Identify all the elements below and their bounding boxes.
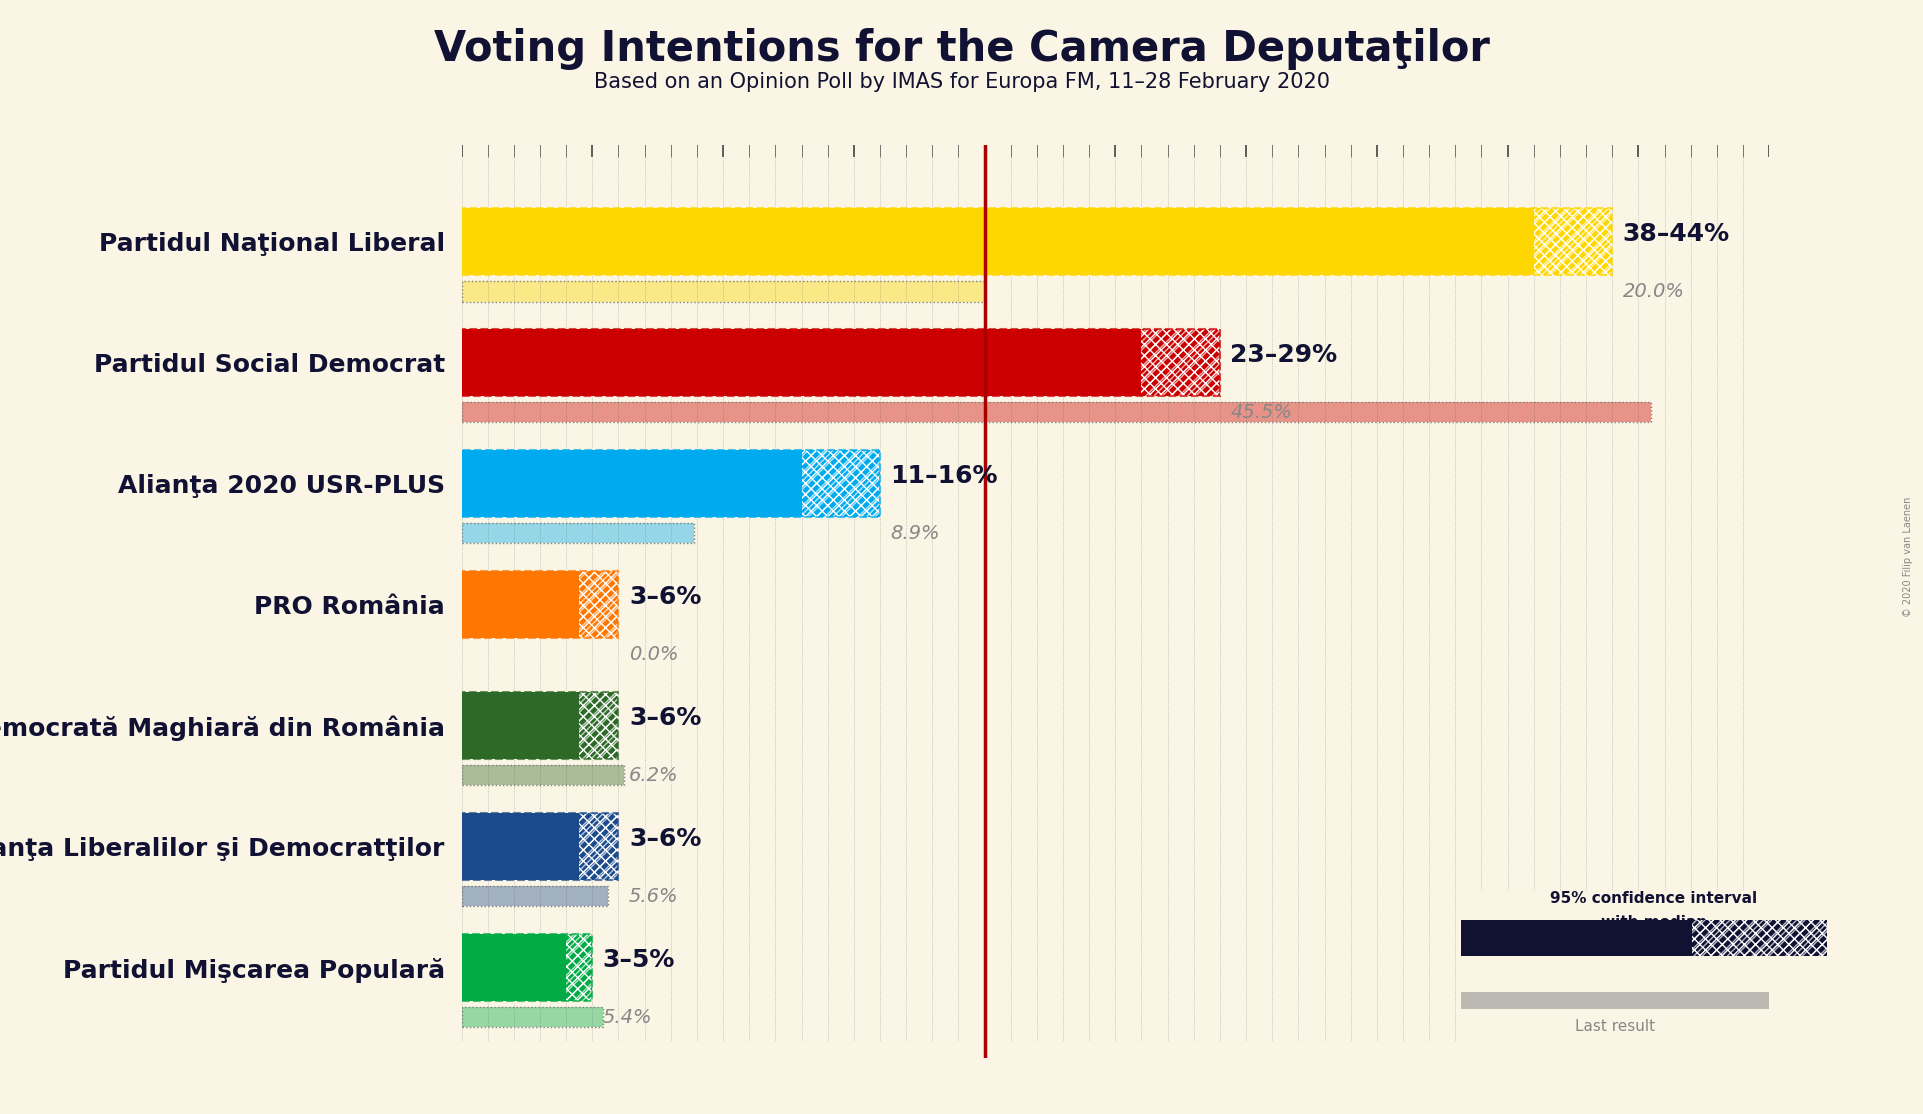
Bar xyxy=(462,330,1142,395)
Bar xyxy=(1535,208,1611,275)
Bar xyxy=(462,402,1652,422)
Bar xyxy=(462,281,985,302)
Bar xyxy=(565,935,592,1000)
Bar xyxy=(579,571,619,638)
Text: 11–16%: 11–16% xyxy=(890,465,998,488)
Bar xyxy=(802,450,881,517)
Text: 3–6%: 3–6% xyxy=(629,706,702,731)
Bar xyxy=(579,813,619,880)
Bar xyxy=(1692,920,1827,956)
Bar xyxy=(462,886,608,907)
Bar xyxy=(1692,920,1827,956)
Text: Based on an Opinion Poll by IMAS for Europa FM, 11–28 February 2020: Based on an Opinion Poll by IMAS for Eur… xyxy=(594,72,1329,92)
Text: 23–29%: 23–29% xyxy=(1231,343,1338,368)
Bar xyxy=(462,1007,602,1027)
Bar xyxy=(462,765,623,785)
Text: Voting Intentions for the Camera Deputaţilor: Voting Intentions for the Camera Deputaţ… xyxy=(433,28,1490,70)
Bar xyxy=(462,935,592,1000)
Bar xyxy=(579,813,619,880)
Text: 6.2%: 6.2% xyxy=(629,765,679,784)
Text: 5.6%: 5.6% xyxy=(629,887,679,906)
Bar xyxy=(462,450,802,517)
Bar xyxy=(462,450,881,517)
Bar xyxy=(462,692,579,759)
Text: © 2020 Filip van Laenen: © 2020 Filip van Laenen xyxy=(1904,497,1913,617)
Bar xyxy=(565,935,592,1000)
Bar xyxy=(1692,920,1827,956)
Bar xyxy=(1461,991,1769,1009)
Text: 0.0%: 0.0% xyxy=(629,645,679,664)
Bar xyxy=(802,450,881,517)
Bar xyxy=(462,765,623,785)
Bar xyxy=(579,813,619,880)
Bar xyxy=(462,692,619,759)
Text: Last result: Last result xyxy=(1575,1018,1656,1034)
Bar xyxy=(565,935,592,1000)
Bar xyxy=(462,402,1652,422)
Bar xyxy=(462,281,985,302)
Bar xyxy=(802,450,881,517)
Text: 95% confidence interval: 95% confidence interval xyxy=(1550,891,1758,906)
Text: with median: with median xyxy=(1600,915,1708,929)
Bar xyxy=(462,522,694,544)
Text: 45.5%: 45.5% xyxy=(1231,402,1292,422)
Bar xyxy=(579,571,619,638)
Text: 20.0%: 20.0% xyxy=(1623,282,1685,301)
Bar xyxy=(1535,208,1611,275)
Bar xyxy=(579,692,619,759)
Bar xyxy=(579,692,619,759)
Bar xyxy=(1142,330,1219,395)
Bar xyxy=(462,208,1535,275)
Bar xyxy=(462,208,1611,275)
Text: 3–6%: 3–6% xyxy=(629,828,702,851)
Bar xyxy=(462,813,619,880)
Bar xyxy=(462,571,579,638)
Bar xyxy=(579,571,619,638)
Bar xyxy=(462,522,694,544)
Bar xyxy=(579,692,619,759)
Bar xyxy=(462,571,619,638)
Bar xyxy=(1461,920,1692,956)
Text: 38–44%: 38–44% xyxy=(1623,223,1731,246)
Bar xyxy=(462,330,1219,395)
Bar xyxy=(1535,208,1611,275)
Bar xyxy=(462,886,608,907)
Text: 3–5%: 3–5% xyxy=(602,948,675,973)
Bar xyxy=(1142,330,1219,395)
Bar xyxy=(1142,330,1219,395)
Bar xyxy=(462,813,579,880)
Text: 8.9%: 8.9% xyxy=(890,524,940,543)
Text: 3–6%: 3–6% xyxy=(629,585,702,609)
Bar xyxy=(462,1007,602,1027)
Bar xyxy=(462,935,565,1000)
Text: 5.4%: 5.4% xyxy=(602,1008,652,1027)
